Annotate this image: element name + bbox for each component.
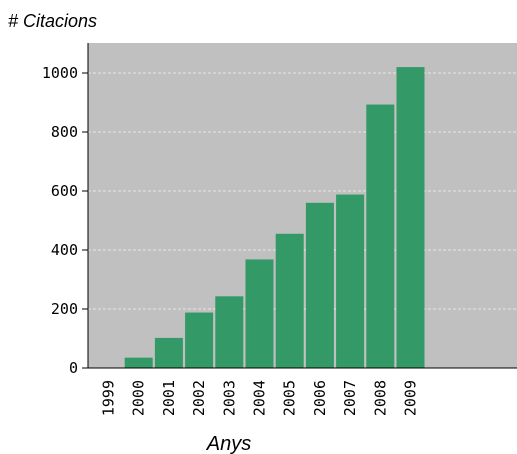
x-axis-title: Anys [206, 433, 251, 454]
y-tick-label: 1000 [42, 64, 78, 82]
bar-2002 [185, 312, 214, 368]
bar-2001 [154, 337, 183, 368]
x-tick-label: 2004 [251, 380, 269, 416]
bar-2004 [245, 259, 274, 368]
bar-2008 [366, 104, 395, 368]
x-tick-label: 2009 [402, 380, 420, 416]
bar-2000 [124, 357, 153, 368]
x-tick-label: 2002 [190, 380, 208, 416]
y-tick-label: 600 [51, 182, 78, 200]
gridlines [88, 72, 517, 310]
y-tick-label: 800 [51, 123, 78, 141]
x-tick-label: 2008 [371, 380, 389, 416]
y-tick-label: 200 [51, 300, 78, 318]
x-tick-label: 2000 [130, 380, 148, 416]
y-axis-title: # Citacions [8, 11, 97, 31]
bar-2009 [396, 67, 425, 368]
y-tick-label: 400 [51, 241, 78, 259]
bar-2003 [215, 296, 244, 368]
x-tick-label: 2007 [341, 380, 359, 416]
bar-2005 [275, 233, 304, 368]
x-tick-labels: 1999 2000 2001 2002 2003 2004 2005 2006 2007 2008… [100, 380, 420, 416]
x-tick-label: 1999 [100, 380, 118, 416]
x-tick-label: 2001 [160, 380, 178, 416]
x-tick-label: 2003 [220, 380, 238, 416]
bars [124, 67, 425, 368]
y-tick-label: 0 [69, 359, 78, 377]
bar-2007 [336, 194, 365, 368]
x-tick-label: 2006 [311, 380, 329, 416]
x-tick-label: 2005 [281, 380, 299, 416]
axes [82, 43, 517, 369]
y-tick-labels: 0 200 400 600 800 1000 [42, 64, 78, 377]
bar-2006 [305, 202, 334, 368]
